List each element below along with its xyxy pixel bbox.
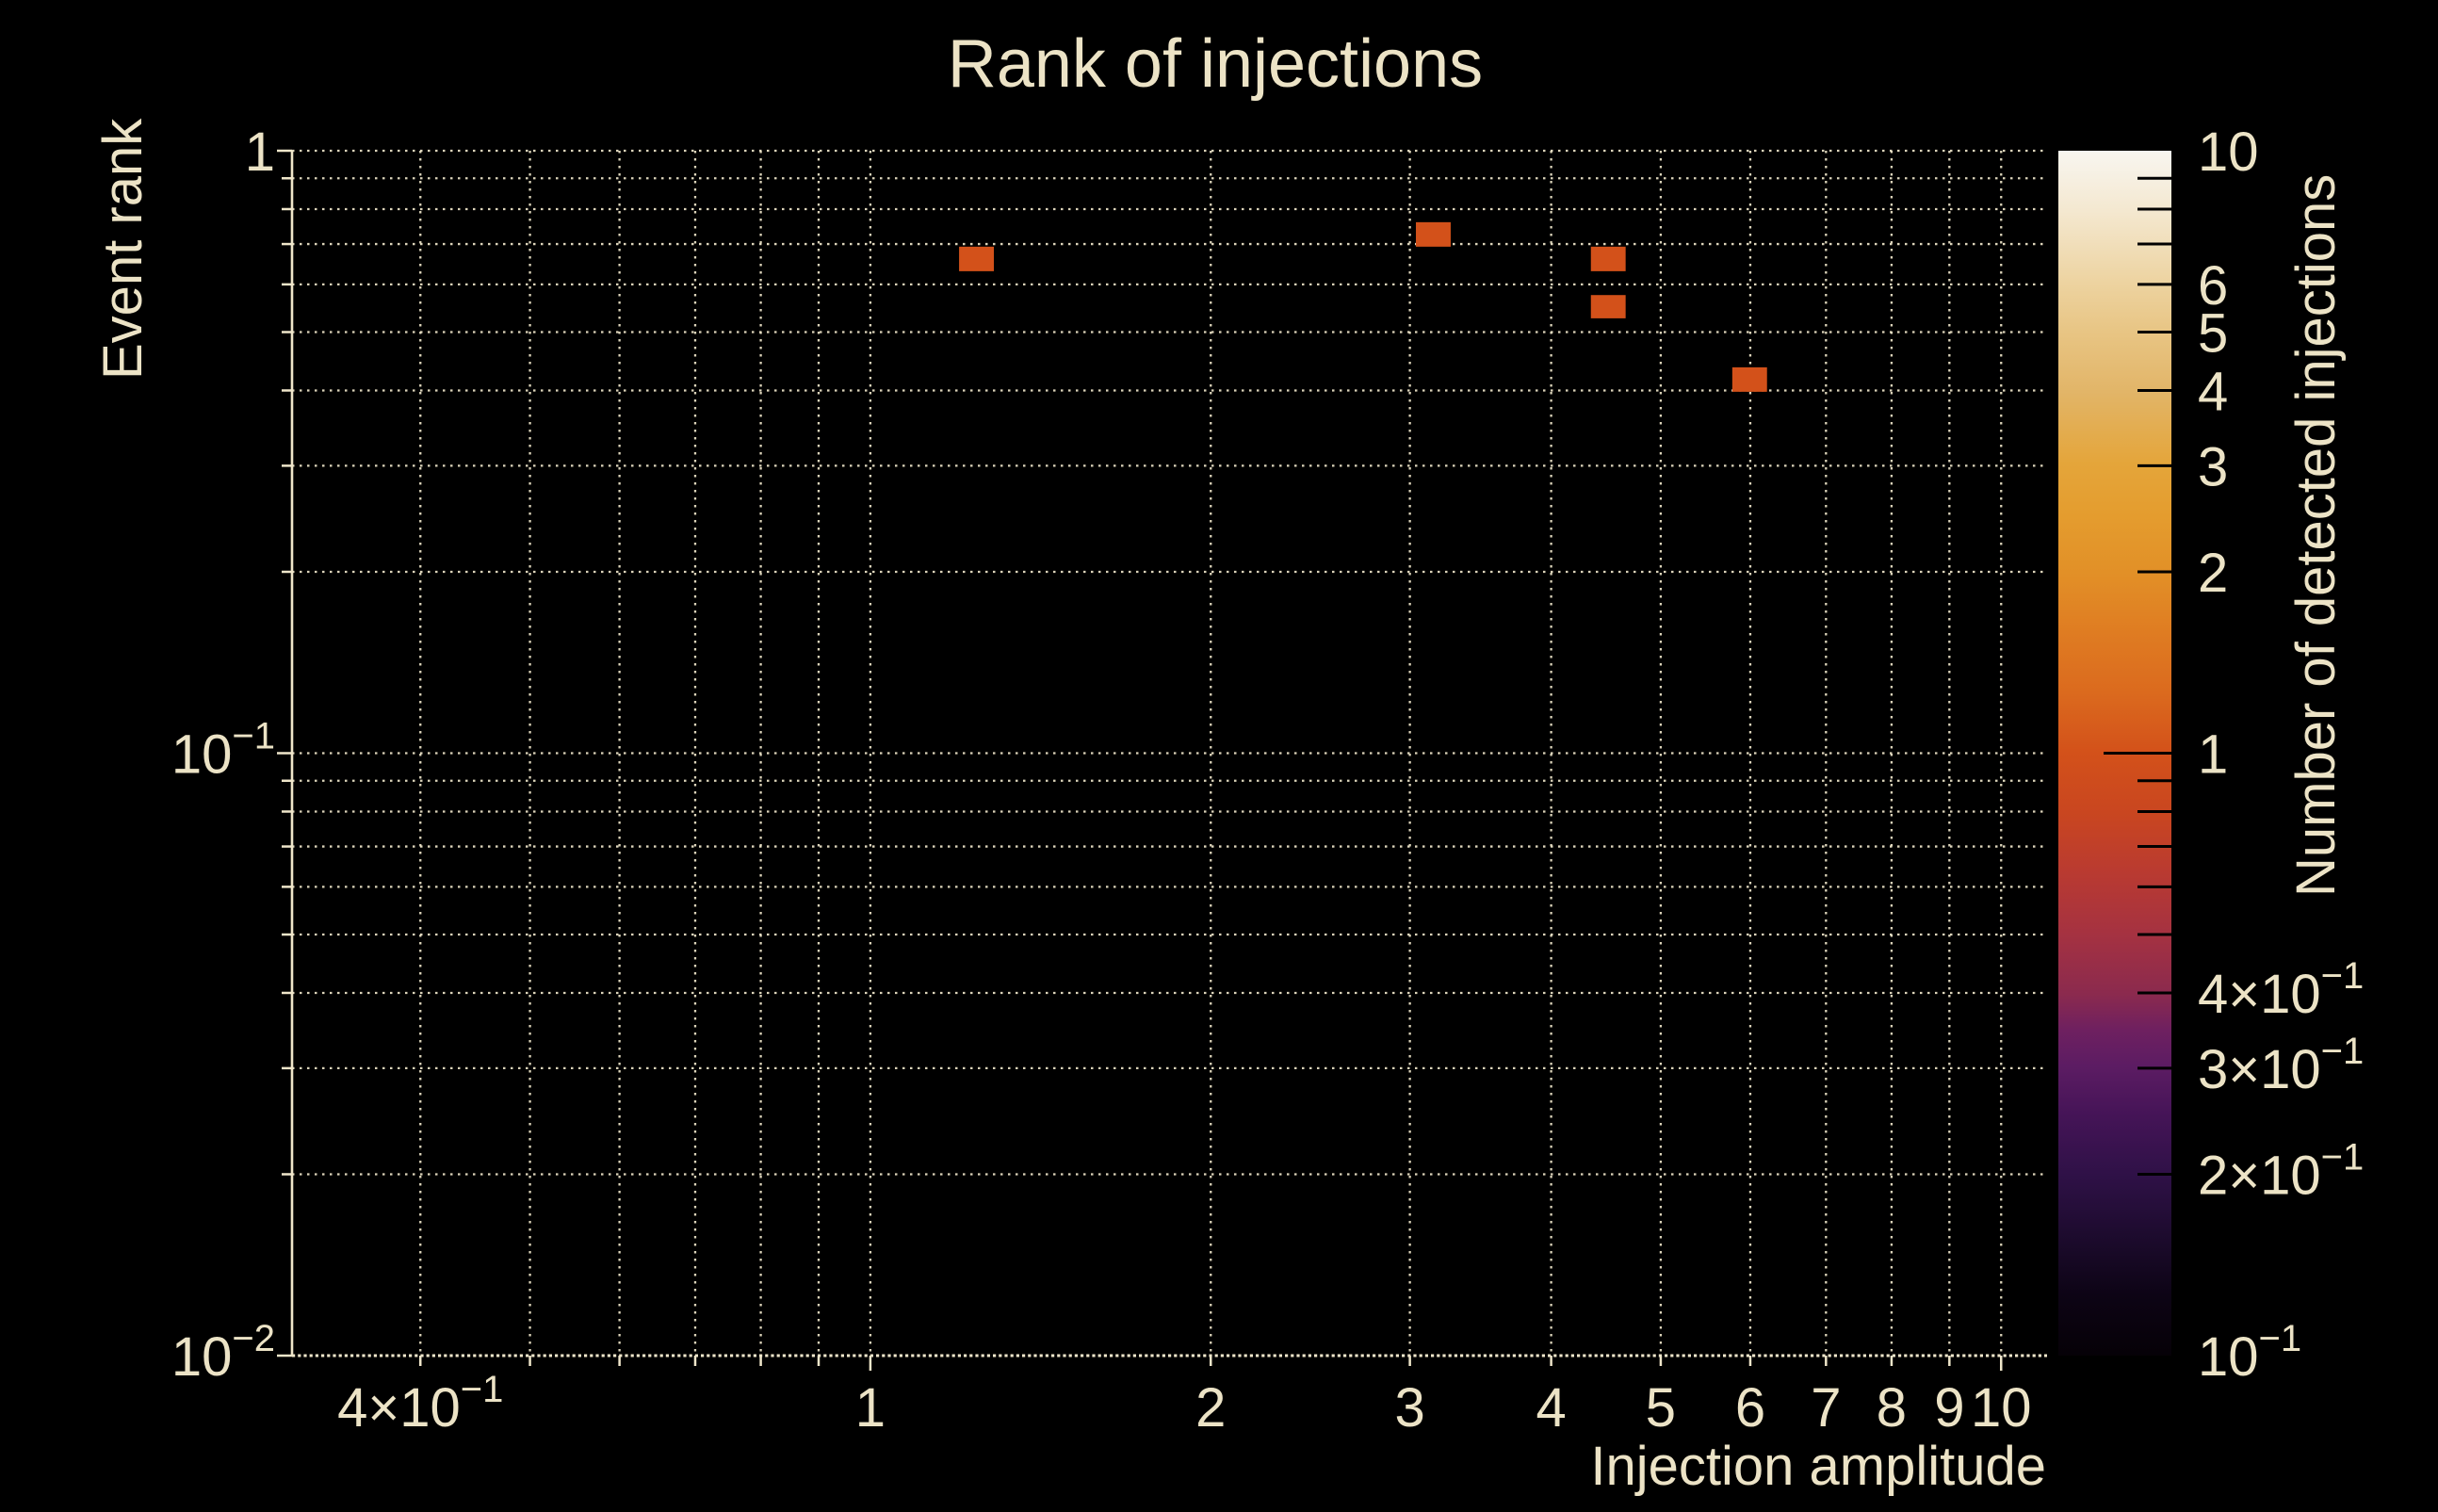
colorbar-tick-label: 10−1 [2198, 1318, 2301, 1388]
colorbar-tick-label: 5 [2198, 303, 2228, 365]
colorbar-layer: 10 654 3 2 1 4×10−13×10−1 2×10−1 10−1 [2058, 122, 2364, 1388]
histogram-bin [1731, 366, 1767, 392]
colorbar-tick-label: 2 [2198, 543, 2228, 604]
x-tick-label: 4×10−1 [337, 1369, 503, 1439]
x-tick-label: 7 [1811, 1377, 1841, 1439]
colorbar-tick-label: 10 [2198, 122, 2259, 183]
x-tick-label: 3 [1394, 1377, 1424, 1439]
colorbar-tick-label: 6 [2198, 255, 2228, 317]
histogram-bin [1590, 246, 1626, 271]
x-tick-label: 5 [1646, 1377, 1676, 1439]
y-tick-label: 10−1 [171, 716, 275, 786]
tick-label-layer: 4×10−1 1 2 3 4 5 6 7 8 9 10 1 10−1 10−2 [171, 122, 2032, 1439]
histogram-bin [1590, 295, 1626, 318]
axes-layer [277, 149, 2047, 1371]
histogram-bin [959, 246, 995, 271]
x-tick-label: 9 [1934, 1377, 1964, 1439]
y-tick-label: 1 [245, 122, 275, 183]
y-axis-label: Event rank [92, 118, 154, 380]
grid-layer [292, 149, 2047, 1356]
colorbar-label: Number of detected injections [2285, 174, 2347, 897]
x-tick-label: 2 [1195, 1377, 1226, 1439]
colorbar-tick-label: 4×10−1 [2198, 955, 2364, 1025]
x-tick-label: 6 [1735, 1377, 1765, 1439]
x-tick-label: 8 [1877, 1377, 1907, 1439]
x-axis-label: Injection amplitude [1590, 1436, 2046, 1497]
colorbar-tick-label: 2×10−1 [2198, 1136, 2364, 1206]
colorbar-tick-label: 4 [2198, 361, 2228, 422]
y-tick-label: 10−2 [171, 1318, 275, 1388]
histogram-bin [1416, 221, 1451, 247]
colorbar-tick-label: 3×10−1 [2198, 1031, 2364, 1100]
x-tick-label: 4 [1536, 1377, 1566, 1439]
x-tick-label: 1 [855, 1377, 886, 1439]
marker-layer [959, 221, 1767, 392]
colorbar-tick-label: 3 [2198, 436, 2228, 497]
colorbar-tick-label: 1 [2198, 724, 2228, 786]
chart-title: Rank of injections [948, 26, 1483, 102]
x-tick-label: 10 [1971, 1377, 2032, 1439]
